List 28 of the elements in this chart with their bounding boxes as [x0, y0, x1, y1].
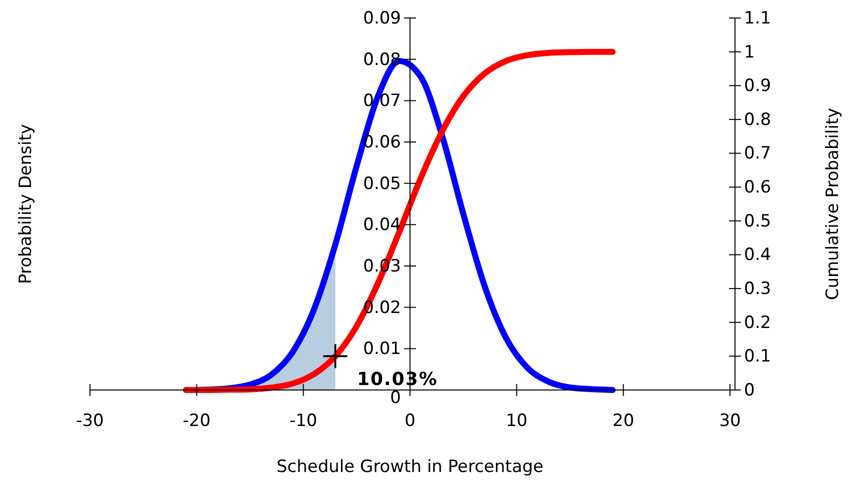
x-tick-label: -10 — [289, 411, 318, 432]
y2-tick-label: 0 — [744, 380, 755, 400]
x-tick-label: 10 — [506, 411, 528, 432]
y2-tick-label: 0.7 — [744, 144, 772, 164]
y2-tick-label: 0.6 — [744, 178, 772, 198]
x-axis-title: Schedule Growth in Percentage — [276, 457, 544, 477]
x-tick-label: 20 — [612, 411, 634, 432]
y2-tick-label: 0.2 — [744, 312, 772, 333]
x-tick-label: -20 — [182, 411, 211, 432]
y2-tick-label: 0.5 — [744, 211, 772, 232]
y2-tick-label: 0.1 — [744, 346, 772, 367]
y2-tick-label: 0.3 — [744, 278, 772, 299]
y2-axis-title: Cumulative Probability — [823, 108, 843, 300]
y2-tick-label: 0.4 — [744, 245, 772, 266]
y2-tick-label: 1 — [744, 42, 755, 62]
y-tick-label: 0.01 — [363, 339, 401, 360]
y-tick-label: 0 — [390, 388, 401, 408]
x-tick-label: 30 — [719, 411, 741, 432]
y-tick-label: 0.09 — [363, 8, 401, 28]
y2-tick-label: 1.1 — [744, 8, 772, 28]
x-tick-label: 0 — [404, 411, 416, 432]
y-tick-label: 0.08 — [363, 50, 401, 70]
y2-tick-label: 0.8 — [744, 110, 772, 130]
y2-tick-label: 0.9 — [744, 76, 772, 96]
y-tick-label: 0.05 — [363, 174, 401, 194]
x-tick-label: -30 — [76, 411, 104, 432]
y-tick-label: 0.04 — [363, 215, 401, 236]
y-axis-title: Probability Density — [16, 124, 36, 284]
